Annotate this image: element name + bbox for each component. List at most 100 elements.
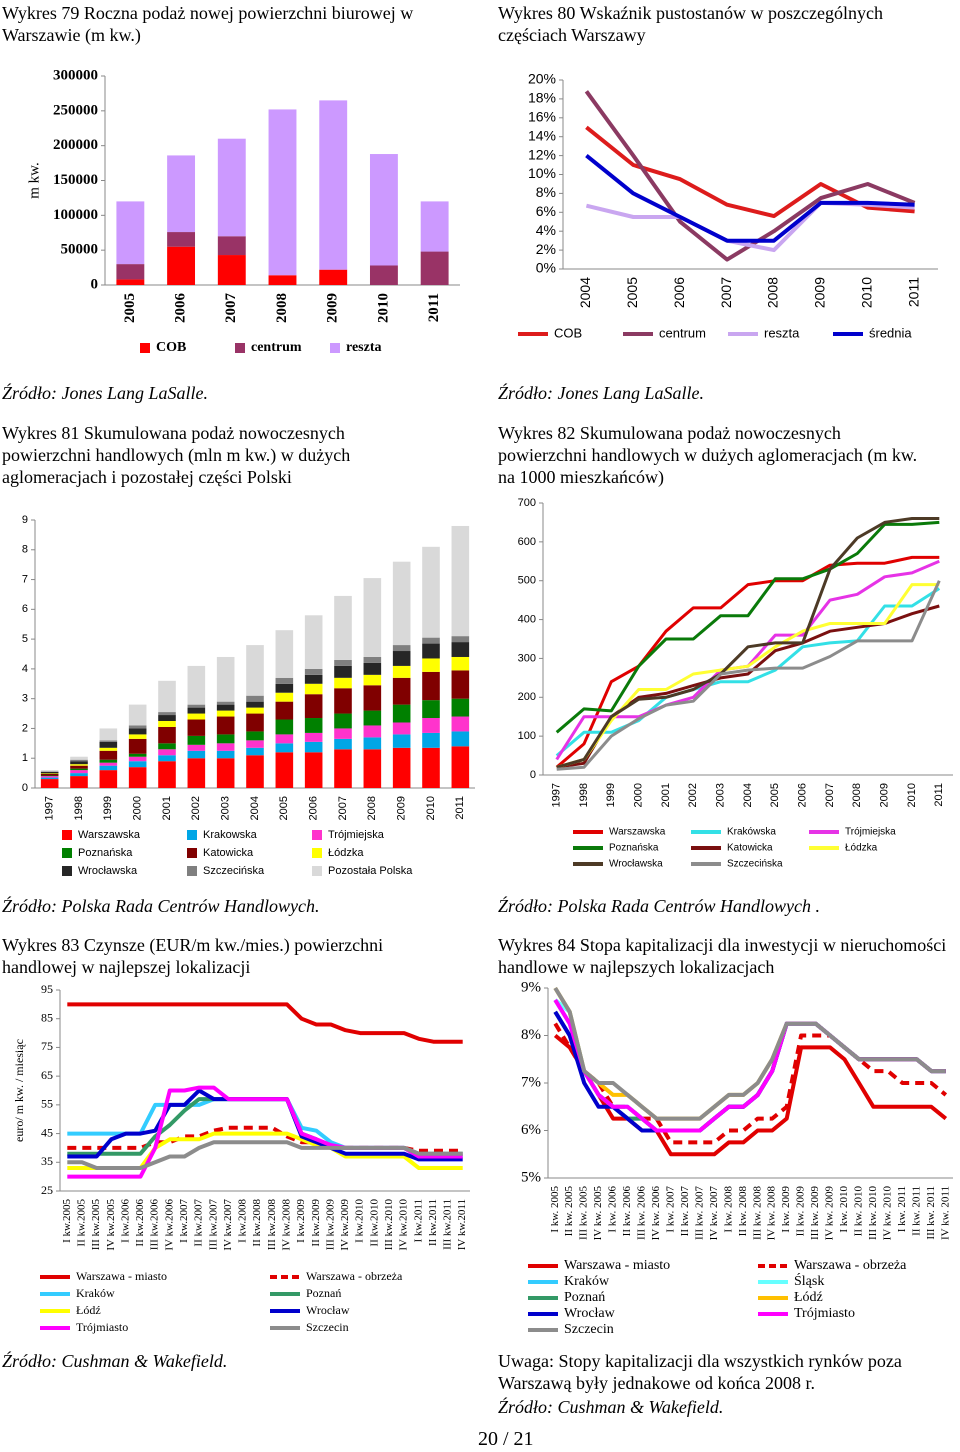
x-tick-label: 2002 (190, 796, 202, 820)
bar-segment (158, 712, 176, 716)
y-tick-label: 6 (22, 603, 28, 615)
x-tick-label: I kw.2007 (178, 1199, 190, 1243)
bar-segment (334, 713, 352, 729)
x-tick-label: IV kw.2005 (105, 1199, 117, 1251)
x-tick-label: III kw. 2006 (636, 1186, 648, 1240)
x-tick-label: I kw. 2008 (722, 1186, 734, 1233)
y-tick-label: 100000 (53, 207, 98, 223)
x-tick-label: II kw.2005 (75, 1199, 87, 1247)
y-tick-label: 6% (536, 203, 556, 219)
legend-label: Poznań (564, 1290, 605, 1305)
x-tick-label: 2007 (718, 277, 734, 308)
y-tick-label: 7% (521, 1074, 541, 1090)
y-tick-label: 12% (528, 146, 556, 162)
x-tick-label: II kw.2006 (134, 1199, 146, 1247)
bar-segment (451, 731, 470, 747)
bar-segment (275, 734, 294, 744)
x-tick-label: 2001 (161, 796, 173, 820)
x-tick-label: 2004 (577, 277, 593, 308)
y-tick-label: 2 (22, 722, 28, 734)
x-tick-label: 1999 (102, 796, 114, 820)
x-tick-label: 2009 (812, 277, 828, 308)
y-tick-label: 10% (528, 165, 556, 181)
bar-segment (40, 771, 59, 772)
bar-segment (319, 100, 348, 270)
bar-segment (334, 688, 352, 714)
bar-segment (392, 677, 411, 705)
x-tick-label: IV kw.2007 (222, 1199, 234, 1251)
series-line (67, 1140, 463, 1170)
x-tick-label: IV kw. 2005 (592, 1186, 604, 1241)
bar-segment (319, 269, 348, 285)
bar-segment (369, 154, 398, 266)
bar-segment (363, 578, 382, 657)
x-tick-label: IV kw.2009 (339, 1199, 351, 1251)
bar-segment (422, 747, 440, 788)
bar-segment (70, 768, 88, 771)
y-tick-label: 50000 (61, 242, 99, 258)
bar-segment (116, 264, 145, 280)
series-line (67, 1002, 463, 1044)
bar-segment (128, 761, 147, 768)
legend-label: Wrocławska (78, 865, 138, 877)
bar-segment (268, 109, 297, 276)
legend-label: reszta (764, 325, 800, 340)
bar-segment (363, 749, 382, 788)
x-tick-label: IV kw. 2009 (824, 1186, 836, 1241)
chart: 5%6%7%8%9%I kw. 2005 II kw. 2005 III kw. 2… (521, 979, 953, 1337)
bar-segment (40, 779, 59, 788)
y-tick-label: 0% (536, 260, 556, 276)
bar-segment (187, 665, 206, 705)
x-tick-label: III kw. 2007 (693, 1186, 705, 1240)
bar-segment (246, 731, 264, 741)
legend-label: Wrocławska (609, 859, 663, 870)
bar-segment (304, 718, 323, 733)
bar-segment (40, 774, 59, 776)
x-tick-label: 2005 (122, 293, 138, 323)
x-tick-label: 2006 (797, 783, 809, 807)
y-axis-label: euro/ m kw. / miesiąc (12, 1039, 26, 1142)
y-tick-label: 1 (22, 752, 28, 764)
y-tick-label: 300000 (53, 67, 98, 83)
bar-segment (451, 636, 470, 643)
bar-segment (187, 750, 206, 759)
bar-segment (70, 761, 88, 765)
x-tick-label: I kw.2011 (412, 1199, 424, 1242)
x-tick-label: 2007 (223, 293, 239, 324)
bar-segment (422, 637, 440, 644)
x-tick-label: 2010 (375, 293, 391, 323)
x-tick-label: 1999 (605, 783, 617, 807)
bar-segment (158, 726, 176, 744)
bar-segment (216, 656, 235, 702)
series-line (553, 1033, 948, 1157)
x-tick-label: 2009 (396, 796, 408, 820)
bar-segment (158, 761, 176, 788)
bar-segment (128, 704, 147, 726)
bar-segment (363, 685, 382, 711)
y-tick-label: 55 (41, 1097, 53, 1111)
legend-label: Szczecińska (727, 859, 783, 870)
x-tick-label: I kw.2010 (354, 1199, 366, 1243)
chart: 0 50000 100000 150000 200000 250000 300000 m kw… (26, 67, 460, 355)
bar-segment (304, 732, 323, 742)
bar-segment (187, 719, 206, 736)
bar-segment (187, 704, 206, 708)
legend-label: Szczecińska (203, 865, 265, 877)
bar-segment (167, 246, 196, 285)
bar-segment (167, 232, 196, 247)
y-tick-label: 500 (518, 575, 536, 587)
legend-label: Kraków (564, 1274, 610, 1289)
bar-segment (158, 715, 176, 721)
bar-segment (246, 701, 264, 708)
bar-segment (363, 662, 382, 675)
legend-label: średnia (869, 325, 912, 340)
y-tick-label: 200000 (53, 137, 98, 153)
bar-segment (246, 707, 264, 714)
bar-segment (334, 738, 352, 750)
bar-segment (275, 677, 294, 684)
x-tick-label: II kw.2009 (310, 1199, 322, 1247)
chart: 0% 2% 4% 6% 8% 10% 12% 14% 16% 18% 20% 2004 2005 2006… (518, 71, 938, 340)
y-tick-label: 600 (518, 536, 536, 548)
x-tick-label: II kw. 2010 (853, 1186, 865, 1237)
legend-label: Trójmiasto (794, 1306, 855, 1321)
